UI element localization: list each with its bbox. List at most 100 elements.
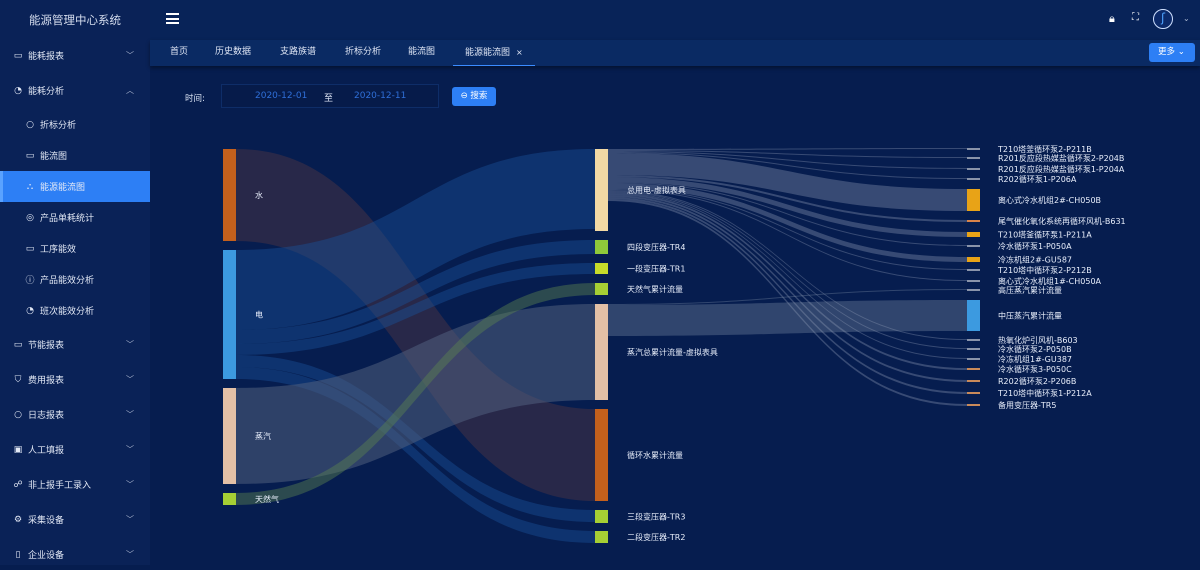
close-icon[interactable]: × bbox=[516, 48, 523, 57]
sankey-node[interactable] bbox=[967, 245, 980, 247]
date-range-picker[interactable]: 2020-12-01 至 2020-12-11 bbox=[221, 84, 439, 108]
sankey-link[interactable] bbox=[608, 190, 967, 340]
tab[interactable]: 折标分析 bbox=[345, 40, 381, 66]
sankey-link[interactable] bbox=[608, 199, 967, 406]
sidebar-item[interactable]: ▭ 节能报表 ﹀ bbox=[0, 329, 150, 360]
chevron-down-icon[interactable]: ﹀ bbox=[126, 550, 134, 559]
sankey-node[interactable] bbox=[967, 157, 980, 159]
chevron-down-icon[interactable]: ⌄ bbox=[1183, 14, 1190, 23]
sankey-node[interactable] bbox=[967, 280, 980, 282]
sankey-link[interactable] bbox=[608, 189, 967, 281]
menu-toggle-icon[interactable] bbox=[166, 13, 179, 24]
sidebar-item[interactable]: ▭ 能流图 bbox=[0, 140, 150, 171]
chevron-down-icon[interactable]: ﹀ bbox=[126, 515, 134, 524]
sidebar-item[interactable]: ⛬ 能源能流图 bbox=[0, 171, 150, 202]
sidebar-item[interactable]: ☍ 非上报手工录入 ﹀ bbox=[0, 469, 150, 500]
sankey-link[interactable] bbox=[608, 152, 967, 179]
lock-icon[interactable]: 🔒︎ bbox=[1109, 12, 1115, 25]
sidebar-item[interactable]: ○ 折标分析 bbox=[0, 109, 150, 140]
sankey-node[interactable] bbox=[595, 283, 608, 295]
sankey-link[interactable] bbox=[236, 149, 595, 330]
sankey-node[interactable] bbox=[967, 178, 980, 180]
sankey-node[interactable] bbox=[967, 404, 980, 406]
sidebar-item[interactable]: ▣ 人工填报 ﹀ bbox=[0, 434, 150, 465]
sankey-node[interactable] bbox=[967, 168, 980, 170]
chevron-down-icon[interactable]: ﹀ bbox=[126, 445, 134, 454]
sidebar-item[interactable]: ▯ 企业设备 ﹀ bbox=[0, 539, 150, 570]
sidebar-item[interactable]: ○ 日志报表 ﹀ bbox=[0, 399, 150, 430]
search-button[interactable]: ⊖ 搜索 bbox=[452, 87, 496, 106]
sankey-node[interactable] bbox=[967, 232, 980, 237]
sankey-link[interactable] bbox=[608, 150, 967, 158]
sankey-link[interactable] bbox=[608, 300, 967, 336]
sankey-link[interactable] bbox=[608, 175, 967, 222]
sidebar-item[interactable]: ◔ 能耗分析 ︿ bbox=[0, 75, 150, 106]
sankey-link[interactable] bbox=[608, 148, 967, 150]
sankey-link[interactable] bbox=[608, 195, 967, 382]
sankey-link[interactable] bbox=[608, 188, 967, 270]
fullscreen-icon[interactable]: ⛶ bbox=[1132, 12, 1139, 23]
sankey-node[interactable] bbox=[595, 240, 608, 254]
sankey-node[interactable] bbox=[967, 392, 980, 394]
sankey-link[interactable] bbox=[608, 197, 967, 394]
sankey-node[interactable] bbox=[595, 149, 608, 231]
sankey-node[interactable] bbox=[223, 388, 236, 484]
sankey-node[interactable] bbox=[967, 269, 980, 271]
sankey-node[interactable] bbox=[595, 510, 608, 523]
end-date-input[interactable]: 2020-12-11 bbox=[354, 91, 407, 101]
start-date-input[interactable]: 2020-12-01 bbox=[255, 91, 308, 101]
tab[interactable]: 能源能流图 × bbox=[453, 40, 535, 66]
sidebar-item[interactable]: ⚙ 采集设备 ﹀ bbox=[0, 504, 150, 535]
sankey-link[interactable] bbox=[608, 182, 967, 246]
sidebar-item[interactable]: ◎ 产品单耗统计 bbox=[0, 202, 150, 233]
sankey-node[interactable] bbox=[967, 300, 980, 331]
sankey-link[interactable] bbox=[236, 283, 595, 505]
tab[interactable]: 首页 bbox=[170, 40, 188, 66]
sankey-node[interactable] bbox=[967, 189, 980, 211]
chevron-down-icon[interactable]: ﹀ bbox=[126, 51, 134, 60]
chevron-down-icon[interactable]: ﹀ bbox=[126, 480, 134, 489]
sankey-node[interactable] bbox=[967, 289, 980, 291]
sankey-node[interactable] bbox=[595, 409, 608, 501]
tab[interactable]: 能流图 bbox=[408, 40, 435, 66]
sankey-link[interactable] bbox=[608, 151, 967, 169]
sankey-node[interactable] bbox=[967, 380, 980, 382]
sidebar-item[interactable]: ⛉ 费用报表 ﹀ bbox=[0, 364, 150, 395]
more-button[interactable]: 更多 ⌄ bbox=[1149, 43, 1195, 62]
sankey-node[interactable] bbox=[595, 531, 608, 543]
sankey-node[interactable] bbox=[223, 250, 236, 379]
sidebar-item[interactable]: ◔ 班次能效分析 bbox=[0, 295, 150, 326]
sankey-node[interactable] bbox=[223, 493, 236, 505]
sankey-link[interactable] bbox=[236, 367, 595, 543]
tab[interactable]: 历史数据 bbox=[215, 40, 251, 66]
sankey-link[interactable] bbox=[608, 177, 967, 237]
sankey-link[interactable] bbox=[236, 263, 595, 355]
sankey-node[interactable] bbox=[967, 348, 980, 350]
sankey-link[interactable] bbox=[608, 153, 967, 211]
sankey-link[interactable] bbox=[236, 149, 595, 501]
sankey-link[interactable] bbox=[608, 193, 967, 370]
chevron-down-icon[interactable]: ﹀ bbox=[126, 410, 134, 419]
sankey-link[interactable] bbox=[236, 240, 595, 344]
tab[interactable]: 支路族谱 bbox=[280, 40, 316, 66]
sidebar-item[interactable]: ⓘ 产品能效分析 bbox=[0, 264, 150, 295]
sankey-node[interactable] bbox=[967, 220, 980, 222]
sankey-link[interactable] bbox=[236, 304, 595, 484]
sankey-node[interactable] bbox=[223, 149, 236, 241]
sankey-node[interactable] bbox=[967, 257, 980, 262]
avatar[interactable]: ʃ bbox=[1153, 9, 1173, 29]
sankey-link[interactable] bbox=[608, 192, 967, 359]
chevron-down-icon[interactable]: ﹀ bbox=[126, 340, 134, 349]
chevron-down-icon[interactable]: ﹀ bbox=[126, 375, 134, 384]
sankey-node[interactable] bbox=[595, 304, 608, 400]
sankey-node[interactable] bbox=[967, 339, 980, 341]
sidebar-item[interactable]: ▭ 工序能效 bbox=[0, 233, 150, 264]
sankey-node[interactable] bbox=[595, 263, 608, 274]
sankey-link[interactable] bbox=[608, 183, 967, 262]
sankey-link[interactable] bbox=[608, 191, 967, 349]
sankey-node[interactable] bbox=[967, 148, 980, 150]
sankey-link[interactable] bbox=[608, 289, 967, 305]
sidebar-item[interactable]: ▭ 能耗报表 ﹀ bbox=[0, 40, 150, 71]
chevron-up-icon[interactable]: ︿ bbox=[126, 86, 134, 95]
sankey-node[interactable] bbox=[967, 368, 980, 370]
